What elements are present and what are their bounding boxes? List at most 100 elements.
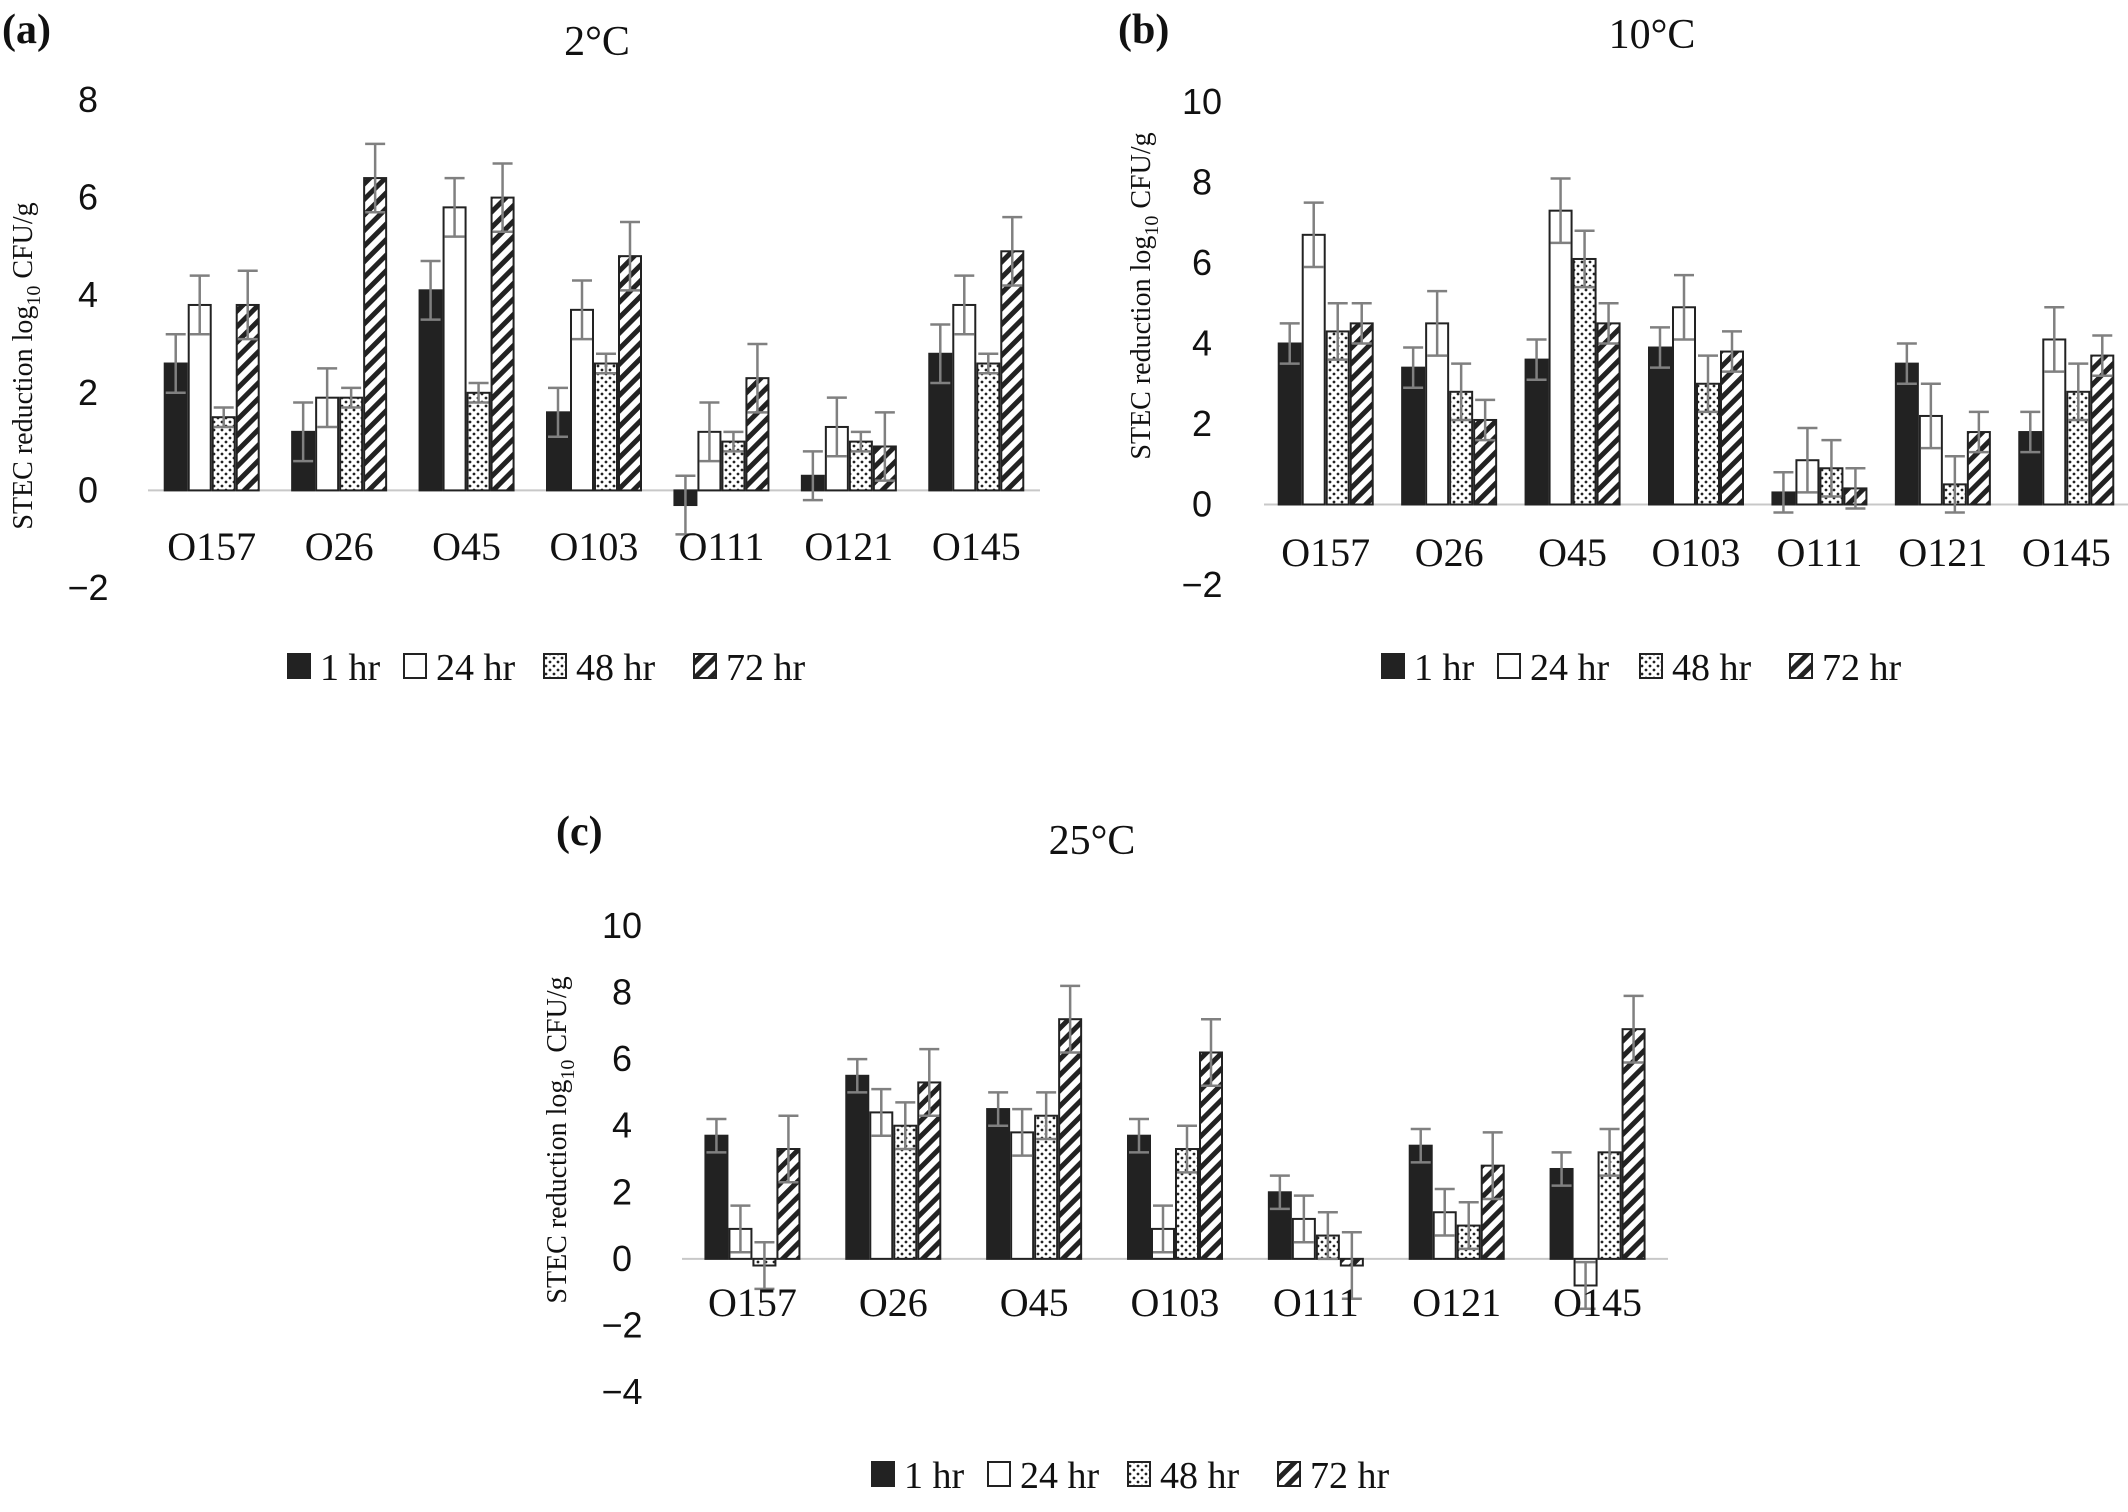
panel-b-legend: 1 hr 24 hr 48 hr 72 hr — [1381, 647, 1902, 689]
error-bar-72hr-o26 — [919, 1047, 940, 1117]
y-tick-label: 2 — [612, 1171, 632, 1212]
y-tick-label: 4 — [1192, 323, 1212, 364]
panel-c-ylabel-main: STEC reduction log — [542, 1080, 573, 1304]
error-bar-72hr-o145 — [2092, 334, 2113, 377]
error-bar-48hr-o45 — [468, 381, 489, 404]
error-bar-1hr-o157 — [1279, 322, 1300, 365]
error-bar-1hr-o111 — [1773, 471, 1794, 514]
y-tick-label: 0 — [78, 469, 98, 510]
x-tick-label: O45 — [1538, 530, 1607, 575]
error-bar-24hr-o111 — [699, 401, 720, 463]
x-tick-label: O121 — [1898, 530, 1987, 575]
error-bar-1hr-o157 — [706, 1117, 727, 1154]
bar-48hr-o26 — [339, 396, 364, 492]
y-tick-label: 2 — [1192, 403, 1212, 444]
legend-item-48hr: 48 hr — [543, 647, 656, 689]
bar-48hr-o45 — [466, 391, 491, 492]
panel-b-y-axis-label: STEC reduction log10 CFU/g — [1126, 132, 1163, 459]
legend-label: 24 hr — [1530, 647, 1610, 689]
error-bar-72hr-o111 — [1845, 467, 1866, 510]
error-bar-1hr-o121 — [1410, 1127, 1431, 1164]
x-tick-label: O145 — [2022, 530, 2111, 575]
error-bar-1hr-o157 — [165, 332, 186, 395]
panel-a-ylabel-main: STEC reduction log — [8, 306, 39, 530]
x-tick-label: O26 — [305, 524, 374, 569]
y-tick-label: 6 — [612, 1038, 632, 1079]
x-tick-label: O111 — [1776, 530, 1862, 575]
error-bar-48hr-o111 — [723, 430, 744, 453]
error-bar-1hr-o45 — [1526, 338, 1547, 381]
y-tick-label: −2 — [1181, 564, 1222, 605]
y-tick-label: 10 — [602, 905, 642, 946]
panel-b-letter: (b) — [1118, 7, 1169, 53]
error-bar-48hr-o26 — [341, 386, 362, 409]
error-bar-48hr-o121 — [1944, 454, 1965, 514]
error-bar-1hr-o26 — [293, 401, 314, 463]
error-bar-24hr-o111 — [1293, 1194, 1314, 1244]
error-bar-72hr-o45 — [1598, 302, 1619, 345]
error-bar-48hr-o157 — [213, 406, 234, 429]
legend-label: 1 hr — [904, 1455, 965, 1497]
panel-c-y-axis-label: STEC reduction log10 CFU/g — [542, 976, 579, 1303]
legend-swatch — [693, 653, 717, 679]
error-bar-24hr-o45 — [1550, 177, 1571, 245]
error-bar-1hr-o103 — [1129, 1117, 1149, 1154]
error-bar-72hr-o111 — [1341, 1230, 1362, 1301]
legend-item-24hr: 24 hr — [403, 647, 516, 689]
bar-1hr-o103 — [1648, 346, 1672, 506]
error-bar-24hr-o26 — [1427, 289, 1448, 357]
x-tick-label: O157 — [167, 524, 256, 569]
error-bar-24hr-o157 — [1303, 201, 1324, 269]
bar-48hr-o145 — [976, 362, 1001, 492]
panel-b-ylabel-sub: 10 — [1141, 216, 1163, 236]
bar-72hr-o26 — [363, 177, 388, 492]
error-bar-48hr-o157 — [754, 1240, 775, 1291]
panel-a-title: 2°C — [564, 19, 630, 65]
panel-a-ylabel-tail: CFU/g — [8, 202, 39, 285]
error-bar-24hr-o157 — [730, 1204, 751, 1254]
y-tick-label: 4 — [612, 1105, 632, 1146]
x-tick-label: O145 — [1553, 1280, 1642, 1325]
error-bar-48hr-o26 — [895, 1101, 916, 1151]
error-bar-24hr-o121 — [826, 396, 847, 458]
error-bar-24hr-o145 — [2044, 306, 2065, 373]
error-bar-1hr-o121 — [1896, 342, 1917, 385]
error-bar-72hr-o157 — [778, 1114, 799, 1184]
legend-item-1hr: 1 hr — [1381, 647, 1475, 689]
error-bar-48hr-o111 — [1317, 1211, 1338, 1261]
error-bar-48hr-o111 — [1821, 438, 1842, 498]
error-bar-1hr-o111 — [1269, 1174, 1290, 1211]
legend-swatch — [987, 1461, 1011, 1487]
legend-swatch — [1381, 653, 1405, 679]
legend-item-1hr: 1 hr — [287, 647, 381, 689]
legend-label: 48 hr — [1160, 1455, 1240, 1497]
x-tick-label: O111 — [1273, 1280, 1359, 1325]
legend-swatch — [871, 1461, 895, 1487]
legend-swatch — [403, 653, 427, 679]
y-tick-label: 0 — [1192, 484, 1212, 525]
panel-c-ylabel-sub: 10 — [557, 1060, 579, 1080]
error-bar-72hr-o157 — [237, 269, 258, 341]
panel-c-ylabel-tail: CFU/g — [542, 976, 573, 1059]
error-bar-72hr-o103 — [620, 220, 640, 292]
bar-1hr-o45 — [1524, 358, 1549, 506]
panel-b: (b) 10°C STEC reduction log10 CFU/g −202… — [1118, 7, 2128, 689]
error-bar-24hr-o26 — [317, 367, 338, 429]
y-tick-label: −4 — [601, 1371, 642, 1412]
error-bar-72hr-o45 — [492, 162, 513, 234]
y-tick-label: 6 — [1192, 242, 1212, 283]
error-bar-24hr-o45 — [1012, 1107, 1033, 1157]
panel-c-title: 25°C — [1049, 818, 1136, 864]
legend-item-72hr: 72 hr — [1277, 1455, 1390, 1497]
error-bar-48hr-o145 — [978, 352, 999, 375]
bar-24hr-o157 — [1301, 233, 1326, 506]
legend-item-48hr: 48 hr — [1639, 647, 1752, 689]
x-tick-label: O157 — [708, 1280, 797, 1325]
panel-c-letter: (c) — [556, 809, 603, 855]
error-bar-48hr-o145 — [2068, 362, 2089, 422]
y-tick-label: 2 — [78, 372, 98, 413]
legend-label: 1 hr — [1414, 647, 1475, 689]
y-tick-label: 8 — [78, 79, 98, 120]
panel-b-plot: −2 0 2 4 6 8 10 O157 O26 O45 O103 O111 O121 O145 — [1181, 81, 2128, 605]
y-tick-label: 8 — [612, 972, 632, 1013]
